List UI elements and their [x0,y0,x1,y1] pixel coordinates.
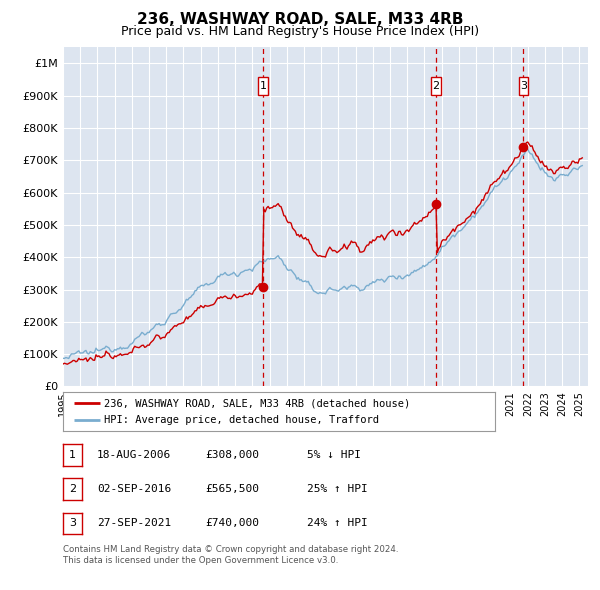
Text: 18-AUG-2006: 18-AUG-2006 [97,450,172,460]
Text: £565,500: £565,500 [205,484,259,494]
Text: 1: 1 [260,81,266,91]
Text: 5% ↓ HPI: 5% ↓ HPI [307,450,361,460]
Text: 27-SEP-2021: 27-SEP-2021 [97,519,172,528]
Bar [431,77,441,95]
Text: 25% ↑ HPI: 25% ↑ HPI [307,484,368,494]
Text: 02-SEP-2016: 02-SEP-2016 [97,484,172,494]
Text: 1: 1 [69,450,76,460]
Text: £308,000: £308,000 [205,450,259,460]
Text: 236, WASHWAY ROAD, SALE, M33 4RB: 236, WASHWAY ROAD, SALE, M33 4RB [137,12,463,27]
Text: £740,000: £740,000 [205,519,259,528]
Bar [258,77,268,95]
Text: Contains HM Land Registry data © Crown copyright and database right 2024.
This d: Contains HM Land Registry data © Crown c… [63,545,398,565]
Text: 3: 3 [520,81,527,91]
Text: HPI: Average price, detached house, Trafford: HPI: Average price, detached house, Traf… [104,415,379,425]
Bar [518,77,528,95]
Text: Price paid vs. HM Land Registry's House Price Index (HPI): Price paid vs. HM Land Registry's House … [121,25,479,38]
Text: 2: 2 [433,81,440,91]
Text: 24% ↑ HPI: 24% ↑ HPI [307,519,368,528]
Text: 2: 2 [69,484,76,494]
Text: 3: 3 [69,519,76,528]
Text: 236, WASHWAY ROAD, SALE, M33 4RB (detached house): 236, WASHWAY ROAD, SALE, M33 4RB (detach… [104,398,410,408]
